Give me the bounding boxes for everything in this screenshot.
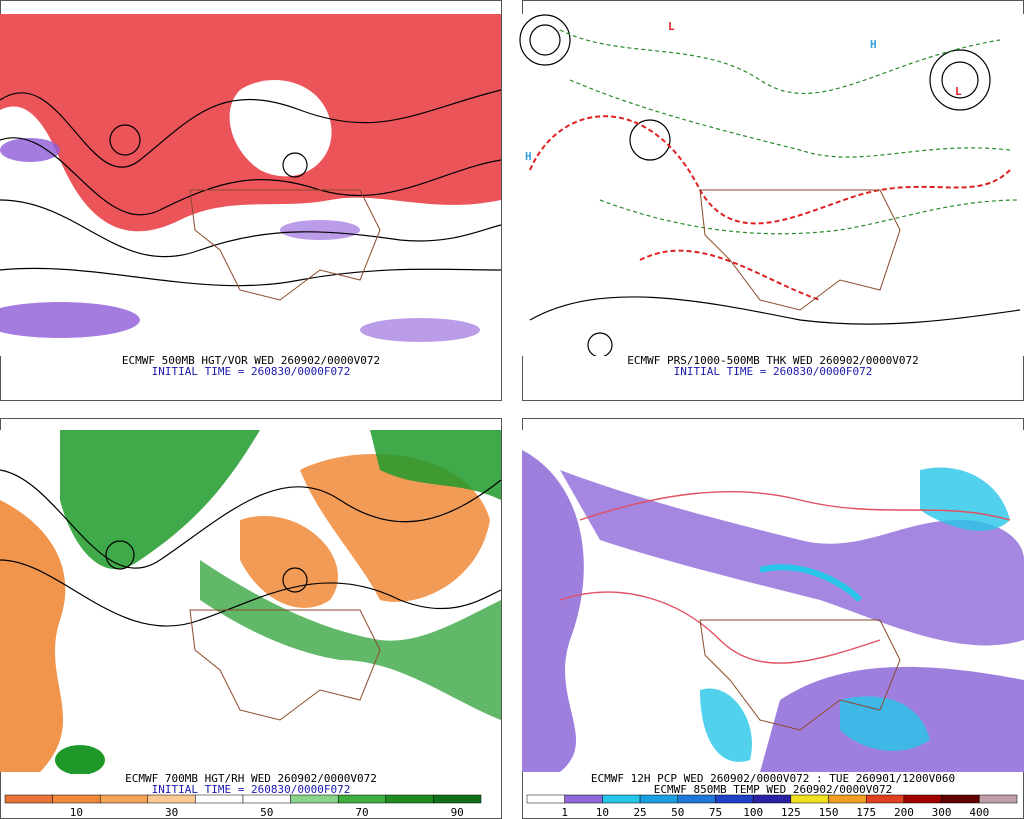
colorbar-segment — [790, 794, 829, 804]
caption: ECMWF 700MB HGT/RH WED 260902/0000V072 — [125, 772, 377, 785]
colorbar-segment — [526, 794, 565, 804]
initial-time: ECMWF 850MB TEMP WED 260902/0000V072 — [654, 783, 892, 796]
colorbar-segment — [4, 794, 53, 804]
colorbar-segment — [99, 794, 149, 804]
svg-text:L: L — [668, 20, 675, 33]
colorbar-label: 75 — [709, 806, 722, 819]
caption: ECMWF 500MB HGT/VOR WED 260902/0000V072 — [122, 354, 380, 367]
caption-bg — [523, 774, 1023, 796]
colorbar-segment — [752, 794, 792, 804]
colorbar-label: 50 — [671, 806, 684, 819]
svg-text:H: H — [870, 38, 877, 51]
colorbar-label: 30 — [165, 806, 178, 819]
colorbar-label: 50 — [260, 806, 273, 819]
colorbar-segment — [564, 794, 603, 804]
colorbar-label: 125 — [781, 806, 801, 819]
colorbar-label: 400 — [969, 806, 989, 819]
colorbar-segment — [602, 794, 641, 804]
caption-bg — [1, 356, 501, 378]
colorbar-label: 90 — [451, 806, 464, 819]
caption-bg — [523, 356, 1023, 378]
map-500mb — [0, 14, 502, 356]
colorbar-label: 1 — [561, 806, 568, 819]
caption: ECMWF PRS/1000-500MB THK WED 260902/0000… — [627, 354, 918, 367]
colorbar-label: 25 — [633, 806, 646, 819]
caption-bg — [1, 774, 501, 796]
colorbar-segment — [865, 794, 905, 804]
colorbar-label: 300 — [932, 806, 952, 819]
labels: ECMWF 500MB HGT/VOR WED 260902/0000V072I… — [1, 354, 1023, 819]
colorbar-label: 70 — [355, 806, 368, 819]
colorbar-label: 200 — [894, 806, 914, 819]
colorbar-segment — [433, 794, 482, 804]
colorbar-segment — [195, 794, 244, 804]
colorbar-segment — [639, 794, 679, 804]
svg-text:H: H — [525, 150, 532, 163]
initial-time: INITIAL TIME = 260830/0000F072 — [152, 365, 351, 378]
colorbar-segment — [941, 794, 980, 804]
colorbar-segment — [385, 794, 434, 804]
colorbar-segment — [242, 794, 291, 804]
colorbar-segment — [290, 794, 339, 804]
colorbar-segment — [715, 794, 754, 804]
svg-text:L: L — [955, 85, 962, 98]
colorbar-label: 150 — [819, 806, 839, 819]
initial-time: INITIAL TIME = 260830/0000F072 — [152, 783, 351, 796]
colorbar-label: 10 — [596, 806, 609, 819]
initial-time: INITIAL TIME = 260830/0000F072 — [674, 365, 873, 378]
colorbar-segment — [677, 794, 716, 804]
colorbar-label: 100 — [743, 806, 763, 819]
colorbar-segment — [147, 794, 196, 804]
colorbar-segment — [828, 794, 867, 804]
caption: ECMWF 12H PCP WED 260902/0000V072 : TUE … — [591, 772, 955, 785]
colorbar-segment — [337, 794, 387, 804]
colorbar-segment — [52, 794, 101, 804]
colorbar-segment — [903, 794, 942, 804]
map-precip — [522, 430, 1024, 772]
colorbar-segment — [979, 794, 1018, 804]
colorbar-label: 175 — [856, 806, 876, 819]
map-700mb — [0, 430, 502, 775]
map-pressure: L L H H — [519, 14, 1024, 358]
colorbar-label: 10 — [70, 806, 83, 819]
